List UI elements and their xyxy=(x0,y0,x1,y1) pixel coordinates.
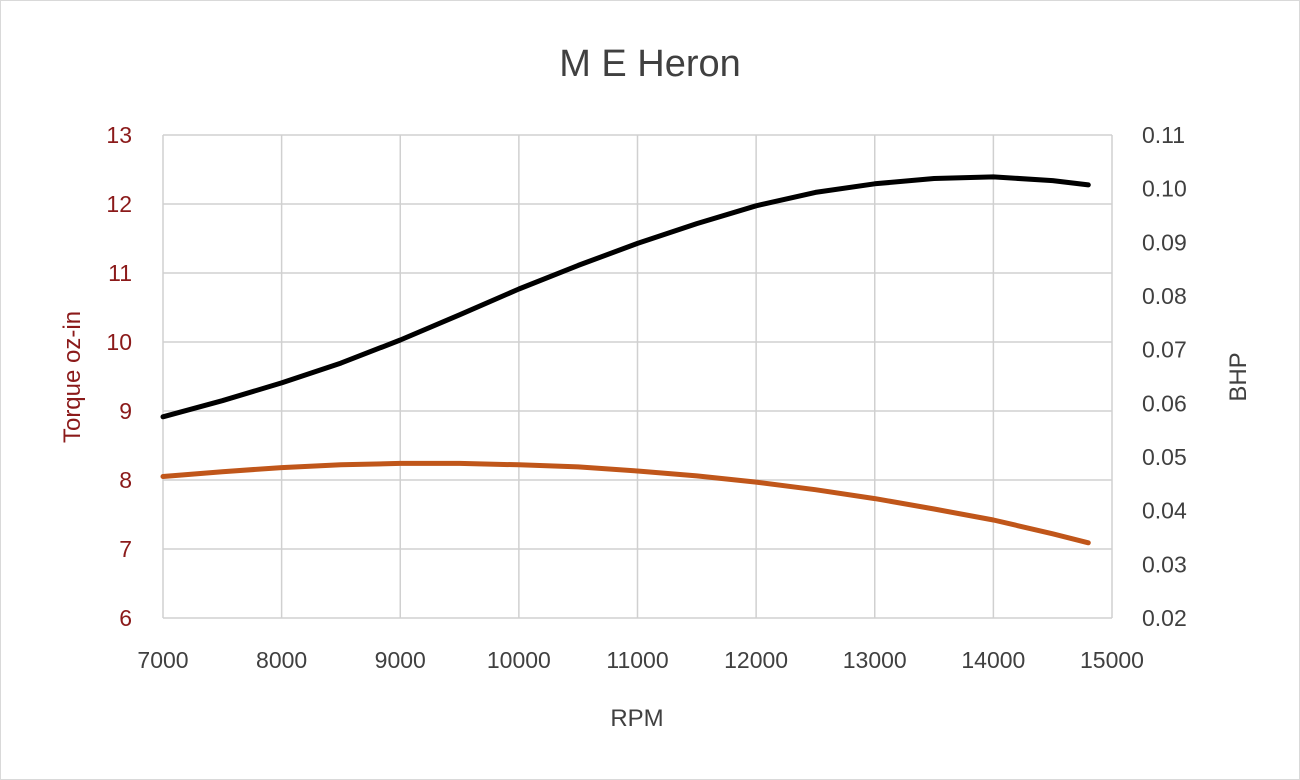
left-tick-label: 6 xyxy=(119,605,132,631)
left-tick-label: 7 xyxy=(119,536,132,562)
right-tick-label: 0.10 xyxy=(1142,176,1187,202)
x-tick-label: 15000 xyxy=(1080,647,1144,673)
left-tick-label: 11 xyxy=(108,260,132,286)
right-tick-label: 0.07 xyxy=(1142,337,1187,363)
right-tick-label: 0.06 xyxy=(1142,390,1187,416)
x-tick-label: 12000 xyxy=(724,647,788,673)
right-tick-label: 0.11 xyxy=(1142,122,1185,148)
right-tick-label: 0.03 xyxy=(1142,551,1187,577)
right-axis-label: BHP xyxy=(1225,352,1252,401)
right-tick-label: 0.08 xyxy=(1142,283,1187,309)
tick-labels: 7000 8000 9000 10000 11000 12000 13000 14000 150… xyxy=(106,122,1187,673)
right-tick-label: 0.09 xyxy=(1142,229,1187,255)
grid-lines xyxy=(162,134,1113,619)
left-tick-label: 9 xyxy=(119,398,132,424)
x-tick-label: 13000 xyxy=(843,647,907,673)
left-tick-label: 10 xyxy=(106,329,132,355)
x-tick-label: 7000 xyxy=(137,647,188,673)
right-tick-label: 0.02 xyxy=(1142,605,1187,631)
left-tick-label: 8 xyxy=(119,467,132,493)
x-tick-label: 11000 xyxy=(606,647,668,673)
right-tick-label: 0.05 xyxy=(1142,444,1187,470)
left-tick-label: 12 xyxy=(106,191,132,217)
right-tick-label: 0.04 xyxy=(1142,498,1187,524)
bhp-line xyxy=(160,174,1091,420)
chart-title: M E Heron xyxy=(559,43,741,85)
x-tick-label: 14000 xyxy=(961,647,1025,673)
series-lines xyxy=(160,174,1091,546)
x-tick-label: 9000 xyxy=(375,647,426,673)
left-tick-label: 13 xyxy=(106,122,132,148)
left-axis-label: Torque oz-in xyxy=(59,311,86,443)
x-axis-label: RPM xyxy=(610,705,663,732)
x-tick-label: 8000 xyxy=(256,647,307,673)
torque-line xyxy=(160,460,1091,546)
x-tick-label: 10000 xyxy=(487,647,551,673)
